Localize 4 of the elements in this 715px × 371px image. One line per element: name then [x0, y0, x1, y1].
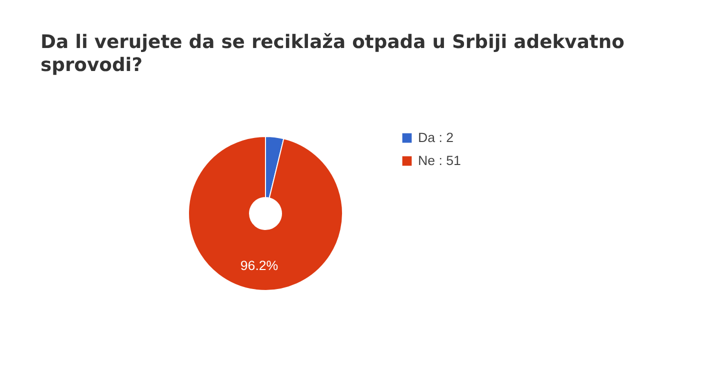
- data-label: 96.2%: [240, 258, 278, 273]
- legend-label: Da : 2: [418, 130, 454, 145]
- legend-label: Ne : 51: [418, 153, 461, 168]
- chart-title: Da li verujete da se reciklaža otpada u Srbiji adekvatno sprovodi?: [40, 32, 625, 76]
